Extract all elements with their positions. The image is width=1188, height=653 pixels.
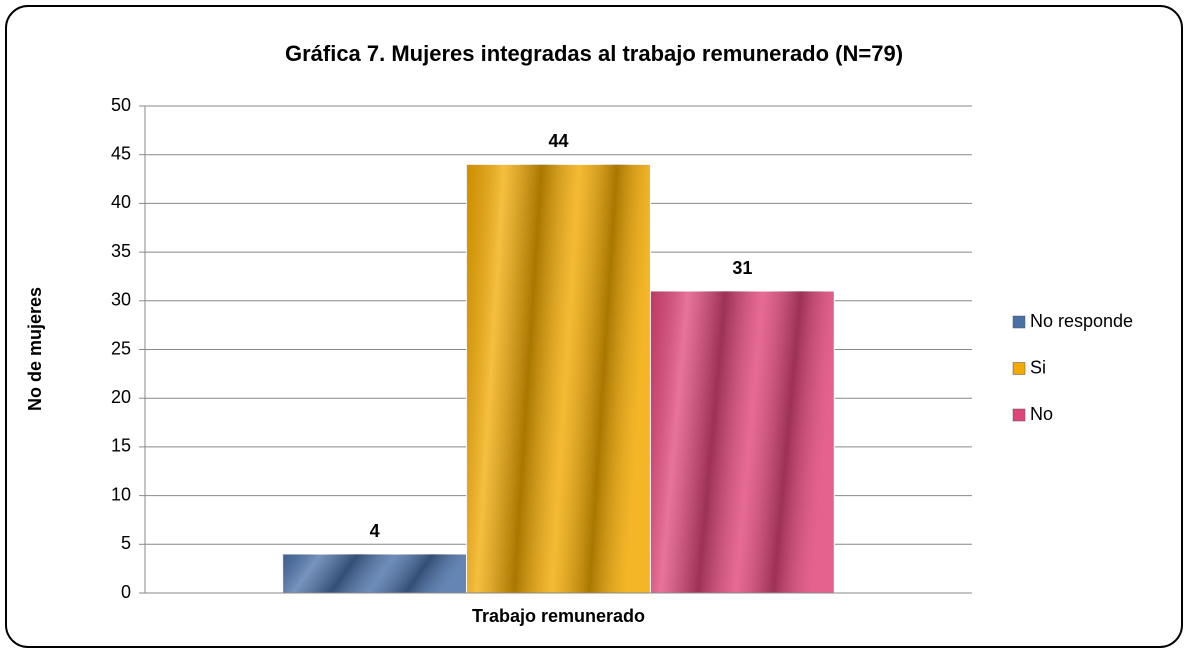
y-tick-label: 45 [111, 143, 131, 163]
y-tick-label: 25 [111, 338, 131, 358]
data-label: 44 [548, 131, 568, 151]
y-tick-label: 15 [111, 436, 131, 456]
y-tick-label: 40 [111, 192, 131, 212]
y-tick-label: 20 [111, 387, 131, 407]
y-tick-label: 35 [111, 241, 131, 261]
bar-shading [650, 291, 835, 593]
y-axis-label: No de mujeres [25, 287, 45, 411]
chart-title: Gráfica 7. Mujeres integradas al trabajo… [285, 41, 903, 66]
legend-label: No [1030, 404, 1053, 424]
data-label: 4 [370, 521, 380, 541]
y-tick-label: 0 [121, 582, 131, 602]
legend-swatch [1012, 315, 1026, 329]
legend-swatch [1012, 362, 1026, 375]
y-tick-label: 5 [121, 533, 131, 553]
y-tick-label: 30 [111, 290, 131, 310]
x-tick-label: Trabajo remunerado [472, 606, 645, 626]
y-tick-label: 50 [111, 95, 131, 115]
bar-shading [282, 554, 467, 593]
legend-swatch [1012, 408, 1026, 422]
data-label: 31 [732, 258, 752, 278]
legend-label: Si [1030, 357, 1046, 377]
legend-label: No responde [1030, 311, 1133, 331]
y-tick-label: 10 [111, 484, 131, 504]
bar-shading [466, 164, 651, 593]
